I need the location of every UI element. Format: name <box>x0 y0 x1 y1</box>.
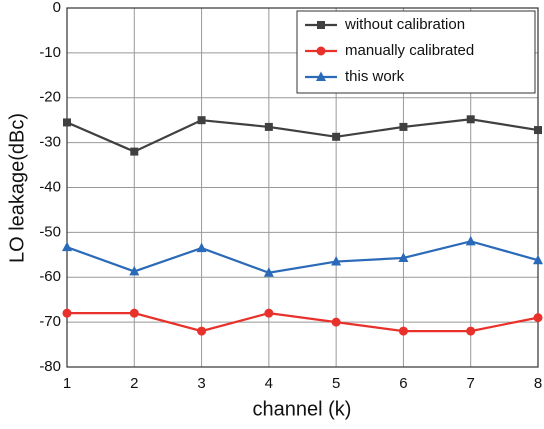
y-tick-label: -60 <box>39 268 61 285</box>
marker <box>399 122 408 131</box>
x-tick-label: 8 <box>534 375 542 392</box>
legend-label: this work <box>345 68 405 85</box>
marker <box>533 254 543 265</box>
marker <box>62 308 72 318</box>
marker <box>130 147 139 156</box>
marker <box>129 265 140 276</box>
legend-label: manually calibrated <box>345 42 474 59</box>
marker <box>264 308 274 318</box>
series-line <box>66 240 539 274</box>
y-tick-label: -70 <box>39 313 61 330</box>
series-line <box>66 118 539 153</box>
x-tick-label: 2 <box>130 375 138 392</box>
plot-frame <box>66 7 539 368</box>
marker <box>316 46 326 56</box>
y-tick-label: -80 <box>39 358 61 375</box>
y-tick-label: -50 <box>39 223 61 240</box>
legend: without calibration manually calibrated th… <box>296 10 536 94</box>
marker <box>331 317 341 327</box>
x-axis-label: channel (k) <box>253 398 352 420</box>
marker <box>316 71 326 81</box>
y-axis-label: LO leakage(dBc) <box>6 113 28 263</box>
marker <box>466 326 476 336</box>
marker <box>197 326 207 336</box>
legend-label: without calibration <box>344 16 465 33</box>
x-tick-label: 3 <box>197 375 205 392</box>
x-tick-label: 7 <box>467 375 475 392</box>
marker <box>263 267 274 277</box>
marker <box>533 313 543 323</box>
marker <box>196 242 207 253</box>
marker <box>62 241 72 252</box>
y-tick-label: 0 <box>53 0 61 16</box>
y-tick-label: -10 <box>39 44 61 61</box>
marker <box>398 252 409 262</box>
marker <box>264 122 273 131</box>
x-tick-label: 5 <box>332 375 340 392</box>
marker <box>129 308 139 318</box>
marker <box>398 326 408 336</box>
y-tick-label: -30 <box>39 134 61 151</box>
y-tick-label: -40 <box>39 178 61 195</box>
marker <box>466 115 475 124</box>
marker <box>317 21 325 29</box>
marker <box>331 256 342 266</box>
x-tick-label: 1 <box>63 375 71 392</box>
marker <box>465 235 476 246</box>
x-tick-label: 6 <box>399 375 407 392</box>
marker <box>63 118 71 127</box>
y-tick-label: -20 <box>39 89 61 106</box>
x-tick-label: 4 <box>265 375 273 392</box>
marker <box>332 132 341 141</box>
marker <box>534 126 542 135</box>
series-line <box>67 312 539 333</box>
marker <box>197 116 206 125</box>
